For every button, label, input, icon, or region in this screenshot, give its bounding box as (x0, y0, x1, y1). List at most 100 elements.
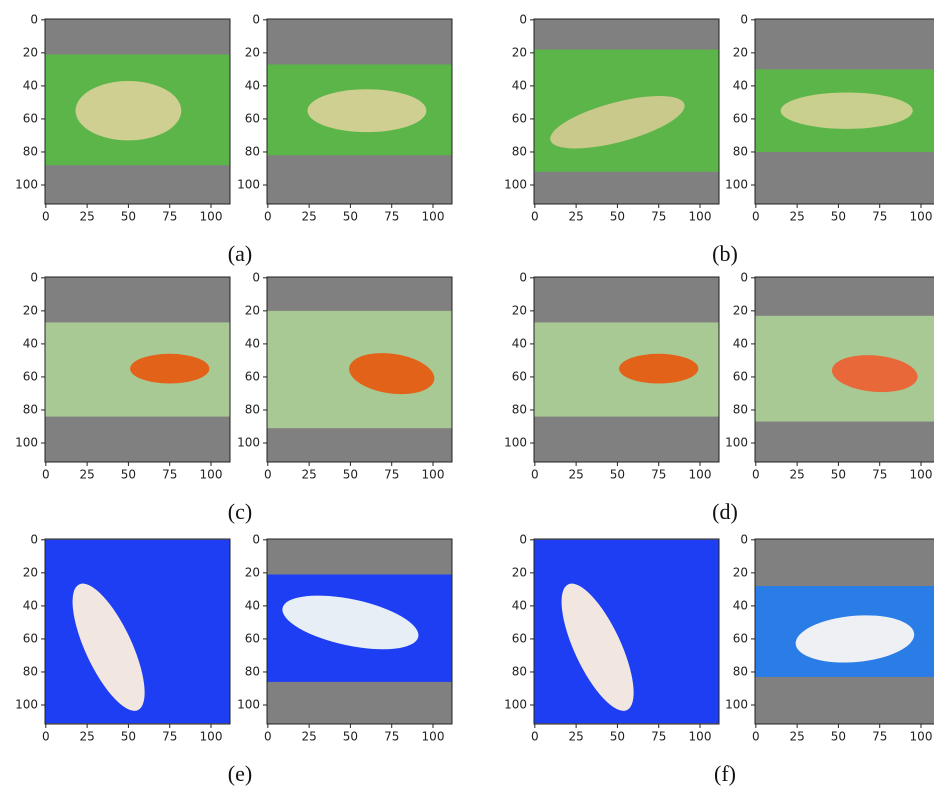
y-tick-label: 60 (512, 111, 527, 125)
image-panel: 0204060801000255075100 (15, 12, 230, 223)
y-tick-label: 100 (725, 698, 748, 712)
x-tick-label: 50 (121, 210, 136, 224)
y-tick-label: 80 (23, 144, 38, 158)
image-panel: 0204060801000255075100 (15, 532, 230, 743)
x-tick-label: 50 (343, 730, 358, 744)
y-tick-label: 100 (237, 436, 260, 450)
x-tick-label: 0 (264, 730, 272, 744)
x-tick-label: 50 (831, 730, 846, 744)
panel-label: (e) (228, 761, 252, 786)
x-tick-label: 100 (200, 730, 223, 744)
x-tick-label: 25 (79, 210, 94, 224)
y-tick-label: 40 (23, 78, 38, 92)
x-tick-label: 25 (568, 210, 583, 224)
y-tick-label: 20 (23, 45, 38, 59)
y-tick-label: 40 (512, 598, 527, 612)
x-tick-label: 25 (789, 730, 804, 744)
x-tick-label: 100 (910, 730, 933, 744)
fish (619, 354, 698, 384)
y-tick-label: 60 (245, 111, 260, 125)
x-tick-label: 25 (568, 730, 583, 744)
y-tick-label: 60 (23, 111, 38, 125)
panel-label: (d) (712, 499, 738, 524)
y-tick-label: 40 (245, 598, 260, 612)
x-tick-label: 0 (264, 468, 272, 482)
x-tick-label: 75 (651, 730, 666, 744)
x-tick-label: 75 (651, 210, 666, 224)
y-tick-label: 0 (519, 12, 527, 26)
x-tick-label: 0 (531, 468, 539, 482)
x-tick-label: 25 (789, 210, 804, 224)
y-tick-label: 20 (733, 45, 748, 59)
x-tick-label: 25 (301, 468, 316, 482)
y-tick-label: 40 (733, 78, 748, 92)
y-tick-label: 80 (733, 664, 748, 678)
y-tick-label: 60 (23, 631, 38, 645)
y-tick-label: 20 (733, 565, 748, 579)
x-tick-label: 100 (422, 468, 445, 482)
panel-label: (a) (228, 241, 252, 266)
y-tick-label: 0 (252, 12, 260, 26)
y-tick-label: 40 (245, 336, 260, 350)
x-tick-label: 25 (301, 730, 316, 744)
y-tick-label: 60 (245, 369, 260, 383)
y-tick-label: 0 (252, 270, 260, 284)
x-tick-label: 100 (910, 210, 933, 224)
x-tick-label: 75 (384, 210, 399, 224)
y-tick-label: 80 (512, 402, 527, 416)
x-tick-label: 0 (531, 210, 539, 224)
x-tick-label: 75 (162, 468, 177, 482)
y-tick-label: 80 (733, 402, 748, 416)
y-tick-label: 20 (733, 303, 748, 317)
x-tick-label: 50 (610, 468, 625, 482)
y-tick-label: 20 (512, 45, 527, 59)
fish (781, 93, 913, 129)
y-tick-label: 20 (23, 565, 38, 579)
x-tick-label: 0 (42, 210, 50, 224)
fish (307, 89, 426, 132)
x-tick-label: 100 (910, 468, 933, 482)
y-tick-label: 0 (519, 532, 527, 546)
x-tick-label: 100 (689, 468, 712, 482)
x-tick-label: 0 (42, 730, 50, 744)
x-tick-label: 100 (689, 210, 712, 224)
x-tick-label: 0 (752, 730, 760, 744)
x-tick-label: 25 (79, 468, 94, 482)
y-tick-label: 0 (252, 532, 260, 546)
x-tick-label: 50 (610, 730, 625, 744)
panel-label: (c) (228, 499, 252, 524)
x-tick-label: 50 (831, 210, 846, 224)
y-tick-label: 80 (245, 664, 260, 678)
x-tick-label: 75 (651, 468, 666, 482)
y-tick-label: 0 (30, 270, 38, 284)
x-tick-label: 100 (689, 730, 712, 744)
y-tick-label: 0 (740, 532, 748, 546)
y-tick-label: 20 (23, 303, 38, 317)
y-tick-label: 60 (23, 369, 38, 383)
x-tick-label: 50 (121, 730, 136, 744)
x-tick-label: 100 (422, 210, 445, 224)
y-tick-label: 100 (237, 698, 260, 712)
y-tick-label: 40 (23, 598, 38, 612)
x-tick-label: 100 (200, 210, 223, 224)
x-tick-label: 75 (872, 210, 887, 224)
x-tick-label: 25 (789, 468, 804, 482)
y-tick-label: 100 (504, 178, 527, 192)
x-tick-label: 25 (568, 468, 583, 482)
y-tick-label: 20 (245, 45, 260, 59)
fish (130, 354, 209, 384)
y-tick-label: 60 (733, 631, 748, 645)
image-panel: 0204060801000255075100 (725, 12, 934, 223)
y-tick-label: 80 (733, 144, 748, 158)
panel-label: (b) (712, 241, 738, 266)
y-tick-label: 0 (740, 270, 748, 284)
x-tick-label: 100 (422, 730, 445, 744)
y-tick-label: 60 (512, 631, 527, 645)
x-tick-label: 0 (42, 468, 50, 482)
y-tick-label: 100 (15, 178, 38, 192)
y-tick-label: 80 (23, 664, 38, 678)
